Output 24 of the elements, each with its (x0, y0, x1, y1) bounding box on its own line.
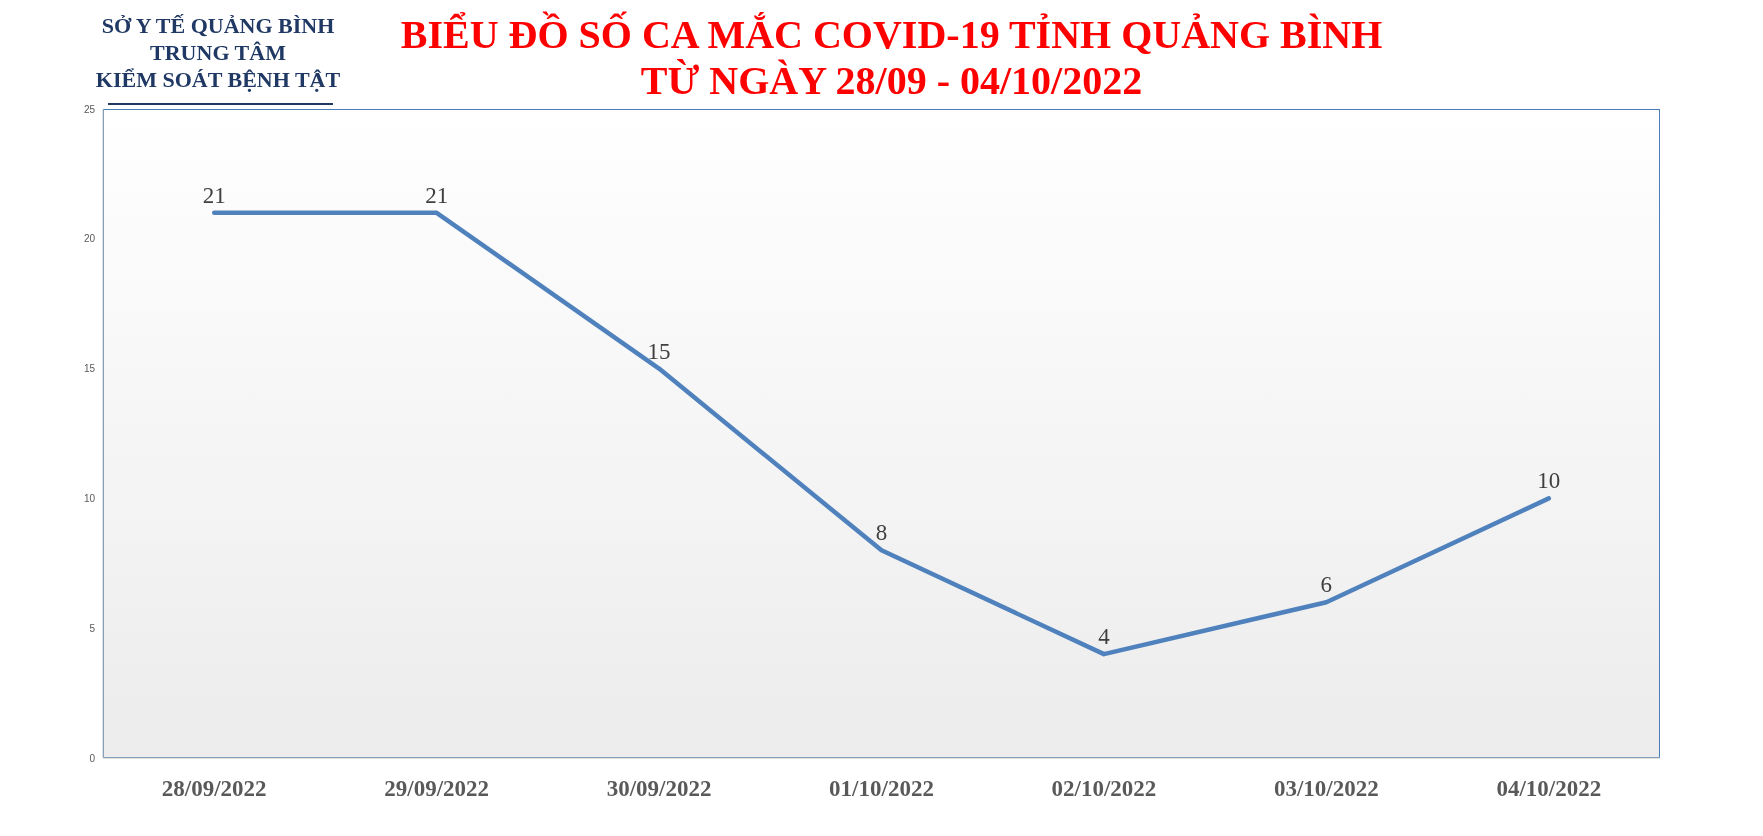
x-tick-label: 03/10/2022 (1273, 776, 1379, 802)
data-label: 4 (1098, 624, 1111, 650)
y-tick-label: 0 (89, 752, 96, 764)
data-label: 21 (202, 182, 226, 208)
chart-title: BIỂU ĐỒ SỐ CA MẮC COVID-19 TỈNH QUẢNG BÌNH TỪ NGÀY 28/09 - 04/10/2022 (400, 12, 1383, 103)
text: KIỂM SOÁT BỆNH TẬT (94, 66, 342, 93)
x-tick-label: 02/10/2022 (1051, 776, 1157, 802)
text: TRUNG TÂM (149, 39, 287, 66)
x-tick-label: 04/10/2022 (1496, 776, 1602, 802)
data-label: 15 (647, 338, 671, 364)
x-tick-label: 30/09/2022 (606, 776, 712, 802)
y-tick-label: 20 (83, 233, 96, 245)
y-tick-label: 10 (83, 492, 96, 504)
x-tick-label: 28/09/2022 (161, 776, 267, 802)
data-label: 21 (425, 182, 449, 208)
y-tick-label: 15 (83, 363, 96, 375)
y-tick-label: 5 (89, 622, 96, 634)
data-label: 8 (875, 520, 888, 546)
text: SỞ Y TẾ QUẢNG BÌNH (100, 12, 336, 39)
x-tick-label: 01/10/2022 (829, 776, 934, 802)
x-tick-label: 29/09/2022 (384, 776, 490, 802)
data-label: 6 (1320, 572, 1333, 598)
data-label: 10 (1537, 468, 1561, 494)
y-tick-label: 25 (83, 103, 96, 115)
